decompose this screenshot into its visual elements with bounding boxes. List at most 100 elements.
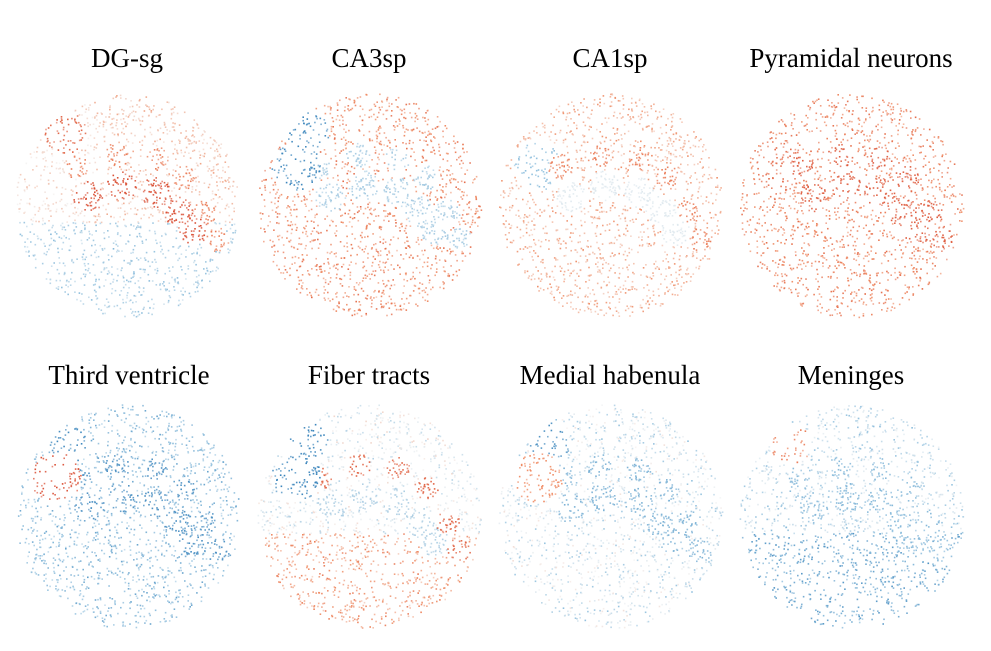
spot-dot (47, 179, 50, 182)
spot-dot (53, 141, 55, 143)
spot-dot (612, 264, 615, 266)
spot-dot (143, 257, 146, 259)
spot-dot (308, 274, 311, 276)
spot-dot (614, 306, 617, 309)
spot-dot (395, 99, 397, 101)
spot-dot (445, 183, 448, 185)
spot-dot (404, 272, 407, 275)
spot-dot (622, 208, 625, 211)
spot-dot (529, 207, 531, 209)
spot-dot (188, 184, 190, 187)
spot-dot (341, 266, 343, 268)
spot-dot (361, 236, 363, 239)
spot-dot (339, 99, 341, 102)
spot-dot (598, 195, 600, 198)
spot-dot (307, 270, 309, 272)
spot-dot (310, 294, 312, 297)
spot-dot (659, 188, 662, 191)
spot-dot (65, 284, 67, 286)
spot-dot (160, 185, 162, 187)
spot-dot (355, 289, 357, 291)
spot-dot (560, 154, 562, 157)
spot-dot (353, 101, 356, 104)
spot-dot (658, 268, 660, 270)
spot-dot (409, 225, 412, 227)
spot-dot (119, 307, 122, 310)
spot-dot (674, 178, 676, 181)
spot-dot (583, 98, 585, 100)
spot-dot (829, 180, 831, 183)
spot-dot (177, 247, 180, 249)
spot-dot (438, 146, 441, 149)
spot-dot (313, 151, 316, 153)
spot-dot (510, 182, 513, 184)
spot-dot (41, 223, 44, 226)
spot-dot (386, 284, 388, 287)
spot-dot (341, 214, 344, 217)
spot-dot (115, 96, 117, 98)
spot-dot (261, 213, 264, 215)
spot-dot (569, 275, 571, 277)
spot-dot (421, 202, 423, 205)
spot-dot (527, 221, 530, 224)
spot-dot (648, 289, 650, 292)
spot-dot (191, 188, 194, 190)
spot-dot (163, 181, 166, 184)
spot-dot (641, 236, 643, 238)
spot-dot (335, 310, 338, 312)
spot-dot (172, 126, 175, 128)
spot-dot (673, 246, 675, 249)
spot-dot (579, 255, 582, 257)
spot-dot (522, 248, 525, 250)
spot-dot (421, 249, 423, 252)
spot-dot (145, 104, 147, 106)
spot-dot (599, 105, 601, 107)
spot-dot (534, 162, 537, 165)
spot-dot (632, 221, 635, 223)
spot-dot (107, 168, 110, 171)
spot-dot (339, 283, 342, 285)
spot-dot (144, 208, 147, 210)
spot-dot (568, 112, 571, 114)
spot-dot (149, 151, 151, 153)
spot-dot (697, 163, 699, 165)
spot-dot (151, 207, 154, 210)
spot-dot (717, 220, 719, 222)
spot-dot (156, 199, 158, 202)
spot-dot (124, 224, 126, 227)
spot-dot (672, 234, 674, 236)
spot-dot (710, 192, 713, 195)
spot-dot (194, 291, 197, 293)
spot-dot (664, 214, 667, 217)
spot-dot (83, 182, 86, 185)
spot-dot (415, 267, 418, 269)
spot-dot (396, 249, 398, 252)
spot-dot (297, 257, 300, 259)
spot-dot (59, 172, 61, 174)
spot-dot (446, 216, 449, 218)
spot-dot (184, 151, 186, 154)
spot-dot (573, 182, 575, 185)
spot-dot (189, 174, 192, 177)
spot-dot (388, 140, 391, 142)
spot-dot (681, 171, 683, 173)
spot-dot (401, 109, 403, 112)
spot-dot (697, 197, 699, 199)
spot-dot (316, 117, 318, 120)
spot-dot (434, 221, 436, 224)
spot-dot (368, 130, 371, 133)
spot-dot (704, 248, 706, 251)
spot-dot (28, 255, 30, 257)
spot-dot (185, 236, 188, 239)
spot-dot (533, 218, 535, 220)
spot-dot (68, 148, 71, 151)
spot-dot (380, 127, 382, 129)
spot-dot (17, 181, 20, 184)
spot-dot (349, 170, 352, 173)
spot-dot (347, 105, 350, 107)
spot-dot (757, 151, 759, 153)
spot-dot (469, 162, 471, 164)
spot-dot (80, 277, 82, 280)
spot-dot (579, 234, 581, 237)
spot-dot (655, 160, 658, 162)
